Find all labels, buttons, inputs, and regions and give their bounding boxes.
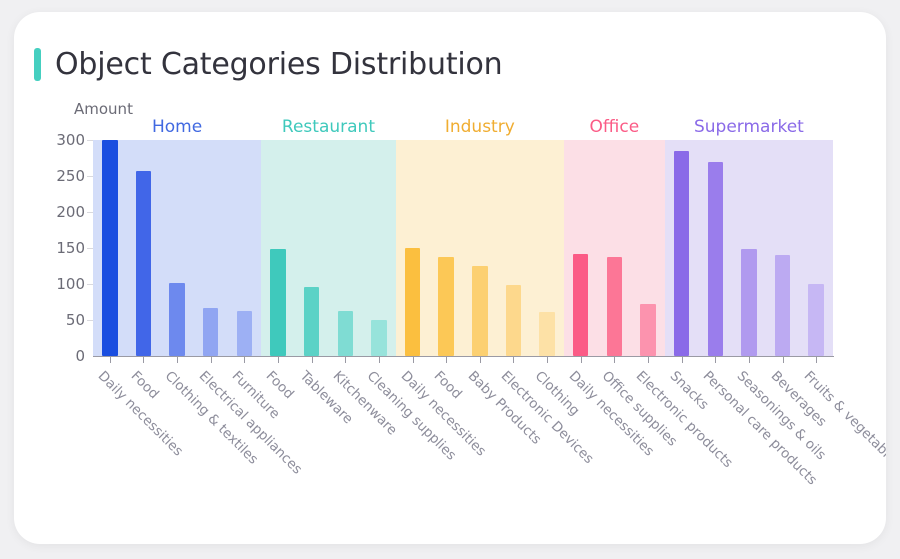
x-tick-mark <box>513 356 515 363</box>
x-tick-mark <box>816 356 818 363</box>
bar[interactable] <box>640 304 656 356</box>
x-tick-mark <box>614 356 616 363</box>
bar[interactable] <box>371 320 387 356</box>
y-tick-label: 300 <box>56 131 85 149</box>
x-tick-mark <box>748 356 750 363</box>
bar[interactable] <box>102 140 118 356</box>
y-tick-label: 0 <box>75 347 85 365</box>
x-tick-mark <box>177 356 179 363</box>
x-tick-mark <box>782 356 784 363</box>
y-gridline <box>87 320 93 321</box>
y-tick-label: 50 <box>65 311 85 329</box>
x-axis-line <box>93 356 834 357</box>
bar[interactable] <box>270 249 286 356</box>
y-gridline <box>87 140 93 141</box>
bar[interactable] <box>673 150 690 356</box>
x-tick-mark <box>681 356 683 363</box>
chart-card: Object Categories Distribution Amount 0 5… <box>14 12 886 544</box>
x-tick-mark <box>580 356 582 363</box>
title-accent-bar <box>34 47 41 81</box>
bar[interactable] <box>572 253 589 356</box>
x-tick-mark <box>109 356 111 363</box>
group-label-industry: Industry <box>444 117 515 137</box>
y-gridline <box>87 176 93 177</box>
bar[interactable] <box>539 312 555 356</box>
y-tick-label: 200 <box>56 203 85 221</box>
page-title: Object Categories Distribution <box>55 46 503 82</box>
x-tick-mark <box>143 356 145 363</box>
y-tick-label: 250 <box>56 167 85 185</box>
bar[interactable] <box>438 256 454 356</box>
y-axis-title: Amount <box>74 100 133 118</box>
bar[interactable] <box>774 255 791 356</box>
y-tick-label: 100 <box>56 275 85 293</box>
bar[interactable] <box>707 161 723 356</box>
x-tick-mark <box>715 356 717 363</box>
x-tick-mark <box>278 356 279 363</box>
bar[interactable] <box>808 284 824 356</box>
bar[interactable] <box>303 286 320 356</box>
x-tick-mark <box>446 356 448 363</box>
x-tick-mark <box>412 356 414 363</box>
group-label-supermarket: Supermarket <box>693 117 804 137</box>
x-tick-mark <box>311 356 313 363</box>
y-gridline <box>87 284 93 285</box>
x-tick-mark <box>547 356 549 363</box>
group-label-restaurant: Restaurant <box>281 117 375 137</box>
bar[interactable] <box>472 266 488 356</box>
chart-title-row: Object Categories Distribution <box>34 44 503 84</box>
x-tick-mark <box>648 356 649 363</box>
group-label-office: Office <box>589 117 640 137</box>
bar[interactable] <box>169 283 185 356</box>
bar[interactable] <box>337 310 353 356</box>
x-tick-mark <box>244 356 246 363</box>
bar[interactable] <box>404 248 421 356</box>
x-tick-mark <box>210 356 212 363</box>
plot-area <box>87 140 833 356</box>
bar[interactable] <box>202 307 219 356</box>
x-tick-mark <box>345 356 347 363</box>
x-tick-mark <box>378 356 380 363</box>
y-tick-label: 150 <box>56 239 85 257</box>
bar[interactable] <box>505 285 522 356</box>
y-axis-ticks: 0 50 100 150 200 250 300 <box>41 131 85 365</box>
bar[interactable] <box>741 249 757 356</box>
y-gridline <box>87 212 93 213</box>
x-tick-mark <box>479 356 481 363</box>
group-label-home: Home <box>151 117 203 137</box>
bar[interactable] <box>135 170 152 356</box>
bar[interactable] <box>236 311 253 356</box>
y-gridline <box>87 248 93 249</box>
bar[interactable] <box>606 256 623 356</box>
